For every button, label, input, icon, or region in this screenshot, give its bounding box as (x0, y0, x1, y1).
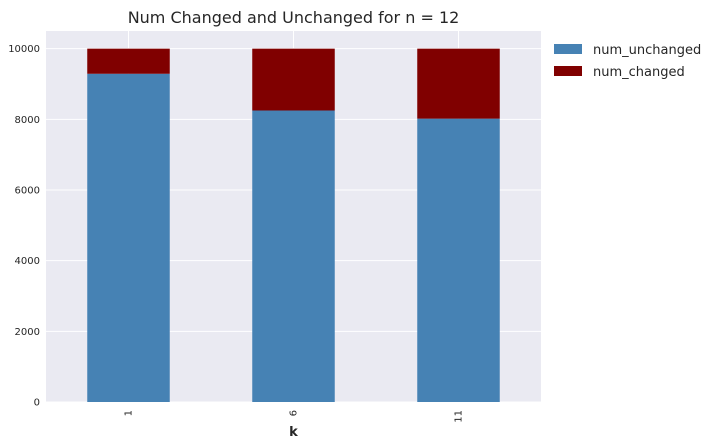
legend-swatch-num-changed (554, 66, 582, 76)
legend-label-num-changed: num_changed (593, 65, 685, 80)
y-tick-label: 6000 (15, 186, 40, 197)
bar-num-changed-k1 (87, 48, 170, 74)
bar-num-unchanged-k11 (417, 118, 500, 403)
chart-title: Num Changed and Unchanged for n = 12 (128, 8, 460, 27)
x-tick-label: 1 (124, 410, 135, 416)
x-tick-label: 6 (289, 410, 300, 416)
y-tick-label: 10000 (8, 44, 40, 55)
y-axis-ticks: 0 2000 4000 6000 8000 10000 (8, 44, 40, 408)
legend-swatch-num-unchanged (554, 44, 582, 54)
y-tick-label: 4000 (15, 256, 40, 267)
y-tick-label: 0 (34, 398, 40, 409)
y-tick-label: 2000 (15, 327, 40, 338)
x-tick-label: 11 (454, 410, 465, 423)
legend: num_unchanged num_changed (554, 43, 701, 80)
bar-num-unchanged-k6 (252, 110, 335, 402)
x-axis-ticks: 1 6 11 (124, 410, 465, 423)
y-tick-label: 8000 (15, 115, 40, 126)
bar-num-changed-k6 (252, 48, 335, 111)
bars (87, 48, 500, 403)
x-axis-label: k (289, 425, 298, 440)
bar-num-unchanged-k1 (87, 73, 170, 403)
legend-label-num-unchanged: num_unchanged (593, 43, 701, 58)
bar-num-changed-k11 (417, 48, 500, 119)
